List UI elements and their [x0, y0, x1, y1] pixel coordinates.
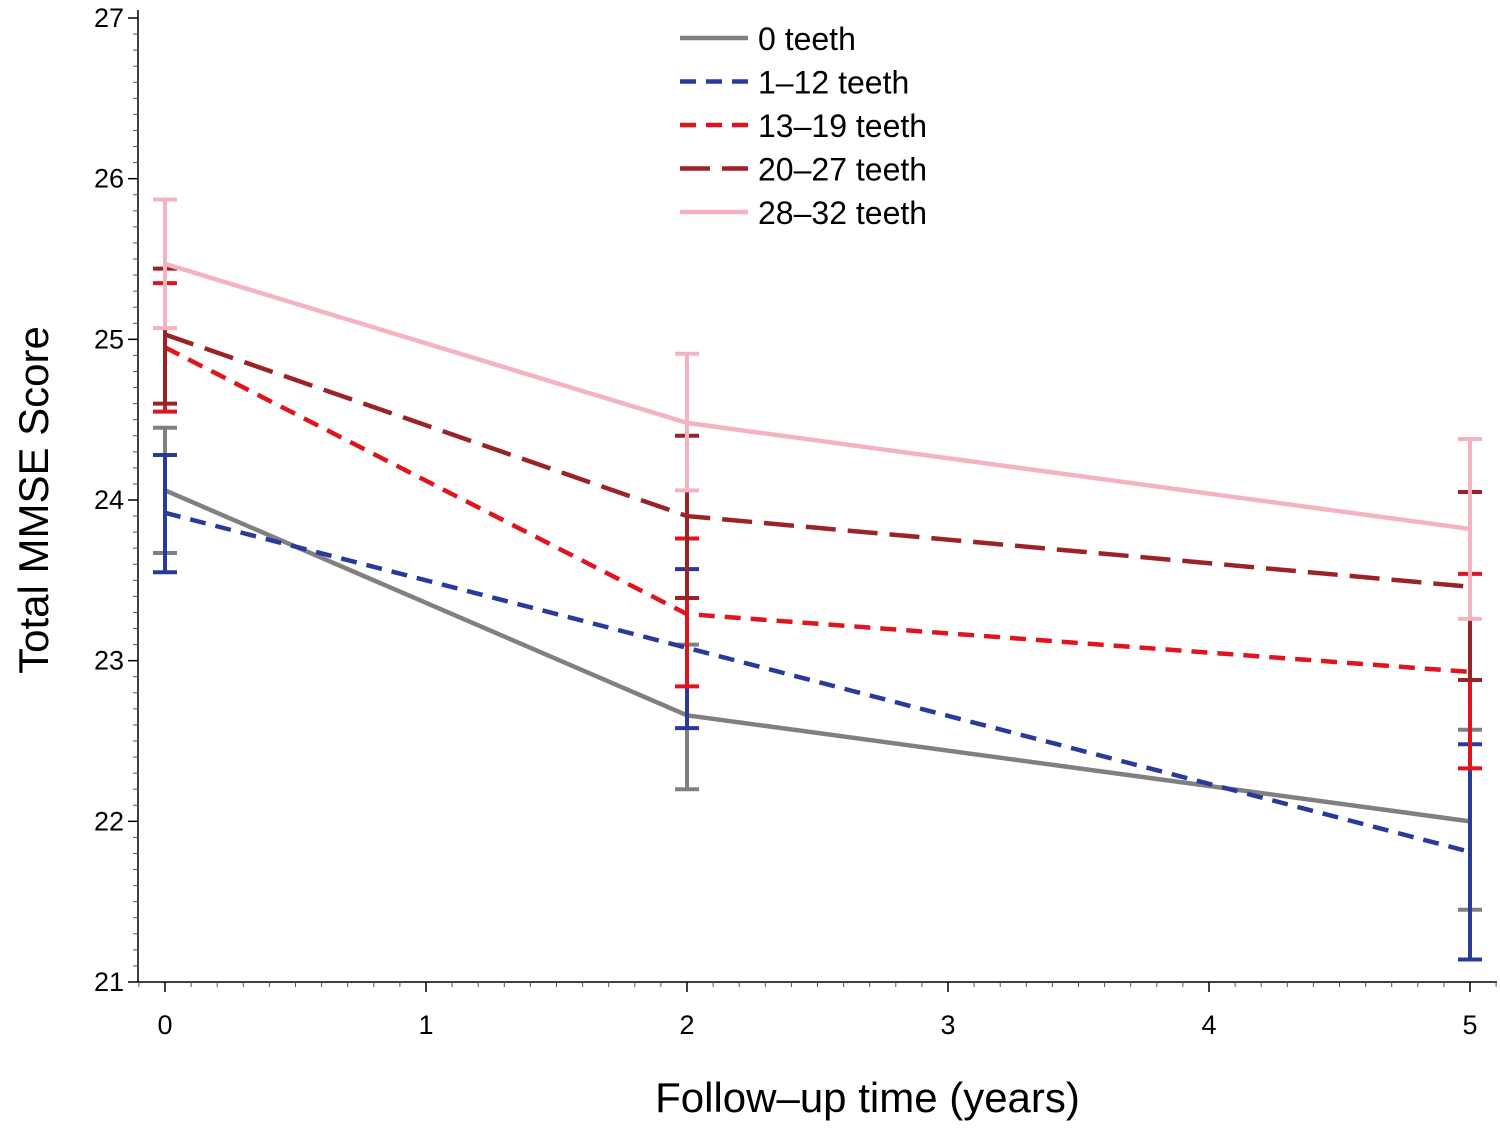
y-tick-label: 27 — [94, 3, 124, 33]
x-axis-label: Follow–up time (years) — [655, 1074, 1080, 1121]
y-tick-label: 24 — [94, 485, 124, 515]
series-line — [164, 261, 1471, 532]
y-tick-label: 21 — [94, 967, 124, 997]
series-line — [163, 345, 1471, 675]
y-axis-label: Total MMSE Score — [10, 326, 57, 674]
x-tick-label: 3 — [940, 1010, 955, 1040]
x-tick-label: 1 — [418, 1010, 433, 1040]
x-tick-label: 2 — [679, 1010, 694, 1040]
x-tick-label: 5 — [1462, 1010, 1477, 1040]
legend-entry: 0 teeth — [758, 21, 856, 57]
series-2 — [153, 453, 1482, 962]
series-4 — [153, 266, 1482, 682]
x-tick-label: 0 — [157, 1010, 172, 1040]
legend-entry: 28–32 teeth — [758, 195, 927, 231]
series-layer — [153, 197, 1482, 962]
legend-entry: 20–27 teeth — [758, 152, 927, 188]
y-axis-ticks: 21 22 23 24 25 26 27 — [94, 3, 138, 997]
x-axis-ticks: 0 1 2 3 4 5 — [138, 982, 1497, 1040]
y-tick-label: 26 — [94, 164, 124, 194]
series-line — [164, 510, 1471, 855]
series-1 — [153, 425, 1482, 912]
y-tick-label: 22 — [94, 806, 124, 836]
series-line — [164, 332, 1471, 590]
x-tick-label: 4 — [1201, 1010, 1216, 1040]
legend: 0 teeth 1–12 teeth 13–19 teeth 20–27 teeth 2… — [680, 21, 927, 231]
legend-entry: 1–12 teeth — [758, 65, 909, 101]
legend-entry: 13–19 teeth — [758, 108, 927, 144]
y-tick-label: 25 — [94, 324, 124, 354]
series-5 — [153, 197, 1482, 621]
y-tick-label: 23 — [94, 646, 124, 676]
